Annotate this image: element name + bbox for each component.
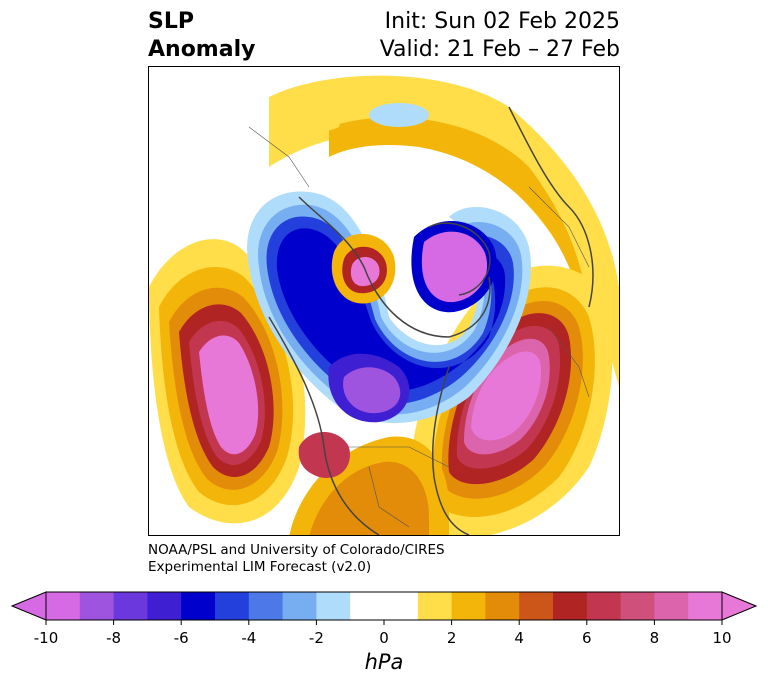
colorbar-tick-label: -6 xyxy=(173,629,189,647)
colorbar-tick-label: -4 xyxy=(241,629,257,647)
colorbar-cell xyxy=(519,592,554,620)
colorbar-tick-label: 8 xyxy=(649,629,660,647)
colorbar-tick-label: -2 xyxy=(308,629,324,647)
colorbar-cell xyxy=(79,592,115,620)
colorbar-cell xyxy=(46,592,81,620)
colorbar-extend-high xyxy=(721,591,758,621)
init-date: Init: Sun 02 Feb 2025 xyxy=(384,9,620,34)
positive-anomaly-pacific xyxy=(149,239,306,524)
positive-anomaly-north xyxy=(269,75,619,388)
positive-anomaly-south xyxy=(289,432,449,535)
map-title: SLP Anomaly xyxy=(148,8,255,64)
colorbar xyxy=(10,591,758,625)
credit-line-1: NOAA/PSL and University of Colorado/CIRE… xyxy=(148,542,445,558)
borders xyxy=(248,126,590,528)
colorbar-cell xyxy=(316,592,351,620)
title-line-1: SLP xyxy=(148,9,194,34)
colorbar-cell xyxy=(417,592,453,620)
colorbar-tick-label: 0 xyxy=(379,629,389,647)
colorbar-unit: hPa xyxy=(364,650,404,674)
colorbar-tick-label: -8 xyxy=(106,629,122,647)
anomaly-map-svg xyxy=(149,67,619,535)
colorbar-cell xyxy=(350,592,385,620)
negative-anomaly-central xyxy=(247,191,531,424)
valid-dates: Valid: 21 Feb – 27 Feb xyxy=(379,37,620,62)
colorbar-cell xyxy=(451,592,486,620)
colorbar-cell xyxy=(181,592,216,620)
colorbar-cell xyxy=(553,592,588,620)
colorbar-cell xyxy=(147,592,182,620)
colorbar-cell xyxy=(485,592,520,620)
colorbar-cell xyxy=(282,592,317,620)
credit-text: NOAA/PSL and University of Colorado/CIRE… xyxy=(148,542,445,576)
colorbar-tick-label: -10 xyxy=(33,629,59,647)
colorbar-cell xyxy=(248,592,284,620)
colorbar-cells xyxy=(46,592,723,620)
colorbar-cell xyxy=(215,592,250,620)
colorbar-cell xyxy=(688,592,723,620)
coastlines xyxy=(268,106,594,535)
colorbar-cell xyxy=(620,592,655,620)
positive-anomaly-siberia xyxy=(331,233,396,304)
colorbar-tick-label: 4 xyxy=(514,629,524,647)
colorbar-ticks xyxy=(45,620,723,625)
colorbar-extend-low xyxy=(10,591,47,621)
colorbar-cell xyxy=(654,592,689,620)
title-line-2: Anomaly xyxy=(148,37,256,62)
colorbar-tick-label: 6 xyxy=(582,629,592,647)
credit-line-2: Experimental LIM Forecast (v2.0) xyxy=(148,559,372,575)
colorbar-cell xyxy=(384,592,419,620)
colorbar-tick-label: 2 xyxy=(446,629,457,647)
forecast-dates: Init: Sun 02 Feb 2025 Valid: 21 Feb – 27… xyxy=(380,8,620,64)
colorbar-tick-label: 10 xyxy=(712,629,732,647)
colorbar-cell xyxy=(586,592,622,620)
polar-map xyxy=(148,66,620,536)
colorbar-cell xyxy=(113,592,148,620)
